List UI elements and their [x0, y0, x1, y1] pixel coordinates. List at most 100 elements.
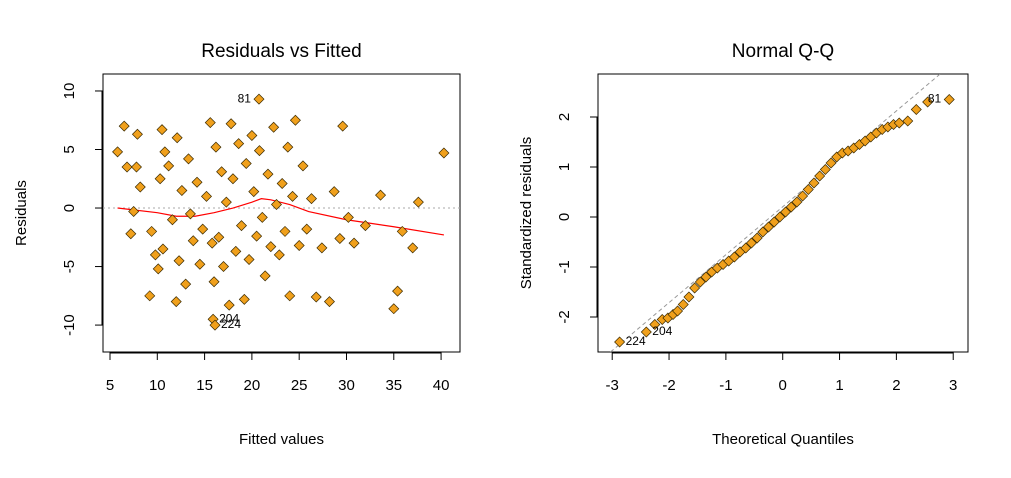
point: [774, 211, 786, 223]
point: [279, 225, 291, 237]
point: [689, 282, 701, 294]
point: [118, 120, 130, 132]
point: [273, 249, 285, 261]
x-tick-label: 40: [433, 377, 450, 394]
point: [825, 157, 837, 169]
point: [233, 138, 245, 150]
point: [146, 225, 158, 237]
point-label: 204: [219, 311, 239, 325]
point: [206, 237, 218, 249]
y-tick-label: 1: [556, 163, 573, 171]
point: [284, 290, 296, 302]
point: [677, 299, 689, 310]
point: [191, 176, 203, 188]
point: [159, 146, 171, 158]
point: [248, 186, 260, 198]
point: [316, 242, 328, 254]
point: [297, 160, 309, 172]
point: [672, 305, 684, 317]
x-tick-label: 25: [291, 377, 308, 394]
point: [649, 319, 661, 330]
x-tick-label: 2: [892, 377, 900, 394]
point: [780, 206, 792, 218]
point: [166, 214, 178, 226]
smooth-line: [117, 198, 445, 236]
point-label: 224: [221, 317, 241, 331]
point: [893, 117, 905, 129]
point: [375, 189, 387, 201]
point: [282, 141, 294, 153]
point: [176, 184, 188, 196]
x-tick-label: 20: [244, 377, 261, 394]
point: [218, 261, 230, 273]
point: [342, 211, 354, 223]
point: [180, 278, 192, 290]
point: [128, 206, 140, 218]
point: [922, 96, 934, 108]
point: [412, 196, 424, 208]
point: [121, 161, 133, 173]
point: [348, 237, 360, 249]
point: [210, 141, 222, 153]
x-tick-label: 30: [338, 377, 355, 394]
x-axis-label: Fitted values: [239, 431, 324, 448]
point: [268, 121, 280, 133]
point: [392, 285, 404, 297]
y-tick-label: 2: [556, 113, 573, 121]
point: [797, 190, 809, 202]
point: [253, 145, 265, 157]
point: [614, 336, 626, 348]
point: [265, 241, 277, 253]
point: [157, 243, 169, 255]
point: [112, 146, 124, 158]
point: [171, 132, 183, 144]
point: [694, 276, 706, 288]
point: [183, 153, 195, 165]
point: [740, 242, 752, 254]
point: [293, 239, 305, 251]
point: [407, 242, 419, 254]
point: [438, 147, 450, 159]
point: [243, 254, 255, 266]
x-tick-label: 0: [779, 377, 787, 394]
point: [289, 114, 301, 126]
y-tick-label: 0: [61, 204, 78, 212]
point: [808, 177, 820, 189]
point: [791, 196, 803, 208]
point: [134, 181, 146, 193]
y-tick-label: 5: [61, 145, 78, 153]
point: [310, 291, 322, 303]
point: [262, 168, 274, 180]
point: [213, 231, 225, 243]
x-tick-label: 10: [149, 377, 166, 394]
y-tick-label: -10: [61, 314, 78, 336]
point: [235, 220, 247, 232]
point: [334, 232, 346, 244]
point: [152, 263, 164, 275]
point-label: 204: [652, 324, 672, 338]
point: [785, 201, 797, 213]
point: [640, 326, 652, 338]
x-tick-label: 1: [835, 377, 843, 394]
y-tick-label: -5: [61, 260, 78, 273]
point: [768, 216, 780, 228]
point: [728, 251, 740, 263]
x-tick-label: 3: [949, 377, 957, 394]
point: [130, 161, 142, 173]
point: [149, 249, 161, 261]
x-tick-label: -3: [606, 377, 619, 394]
y-tick-label: -1: [556, 260, 573, 273]
point: [154, 173, 166, 185]
point: [173, 255, 185, 267]
y-axis-label: Residuals: [13, 180, 30, 246]
point: [259, 270, 271, 282]
point: [223, 299, 235, 311]
point: [240, 158, 252, 170]
y-axis-label: Standardized residuals: [518, 137, 535, 290]
point: [943, 94, 955, 105]
point: [814, 170, 826, 182]
point: [238, 293, 250, 305]
point: [700, 271, 712, 283]
point: [200, 190, 212, 202]
